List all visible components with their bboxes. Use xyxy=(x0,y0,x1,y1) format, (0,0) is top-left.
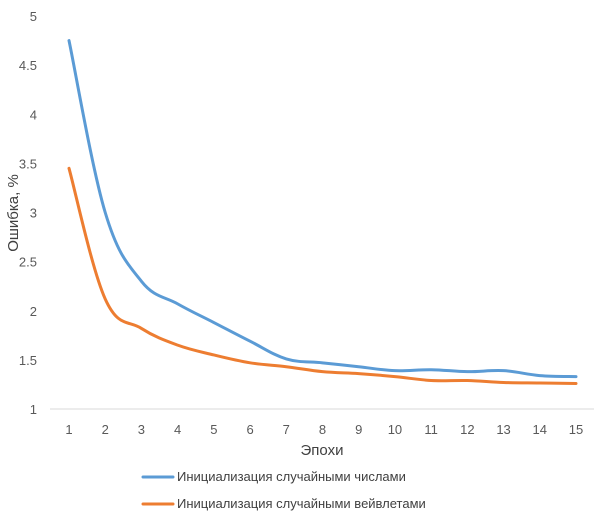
y-tick-label: 2.5 xyxy=(19,255,37,270)
y-tick-label: 1.5 xyxy=(19,353,37,368)
x-tick-label: 8 xyxy=(319,422,326,437)
series-line-2 xyxy=(67,166,578,385)
y-axis-ticks: 1 1.5 2 2.5 3 3.5 4 4.5 5 xyxy=(19,9,37,417)
y-tick-label: 3.5 xyxy=(19,156,37,171)
series-line-1 xyxy=(67,39,578,379)
x-tick-label: 11 xyxy=(424,422,438,437)
y-tick-label: 4.5 xyxy=(19,58,37,73)
x-tick-label: 6 xyxy=(246,422,253,437)
series-lines xyxy=(67,39,578,385)
x-tick-label: 7 xyxy=(283,422,290,437)
legend-item-random-wavelets: Инициализация случайными вейвлетами xyxy=(141,496,426,511)
x-tick-label: 4 xyxy=(174,422,181,437)
y-tick-label: 2 xyxy=(30,304,37,319)
x-tick-label: 9 xyxy=(355,422,362,437)
x-tick-label: 13 xyxy=(496,422,510,437)
x-axis-ticks: 1 2 3 4 5 6 7 8 9 10 11 12 13 14 15 xyxy=(65,422,583,437)
legend-label: Инициализация случайными вейвлетами xyxy=(177,496,426,511)
x-tick-label: 14 xyxy=(533,422,547,437)
x-tick-label: 3 xyxy=(138,422,145,437)
x-tick-label: 15 xyxy=(569,422,583,437)
x-tick-label: 10 xyxy=(388,422,402,437)
x-tick-label: 5 xyxy=(210,422,217,437)
legend-item-random-numbers: Инициализация случайными числами xyxy=(141,469,406,484)
x-tick-label: 12 xyxy=(460,422,474,437)
y-tick-label: 1 xyxy=(30,402,37,417)
y-tick-label: 3 xyxy=(30,206,37,221)
y-tick-label: 5 xyxy=(30,9,37,24)
legend: Инициализация случайными числами Инициал… xyxy=(141,469,426,511)
x-tick-label: 2 xyxy=(102,422,109,437)
legend-label: Инициализация случайными числами xyxy=(177,469,406,484)
y-axis-title: Ошибка, % xyxy=(5,174,22,252)
y-tick-label: 4 xyxy=(30,107,37,122)
x-tick-label: 1 xyxy=(65,422,72,437)
x-axis-title: Эпохи xyxy=(301,442,344,459)
